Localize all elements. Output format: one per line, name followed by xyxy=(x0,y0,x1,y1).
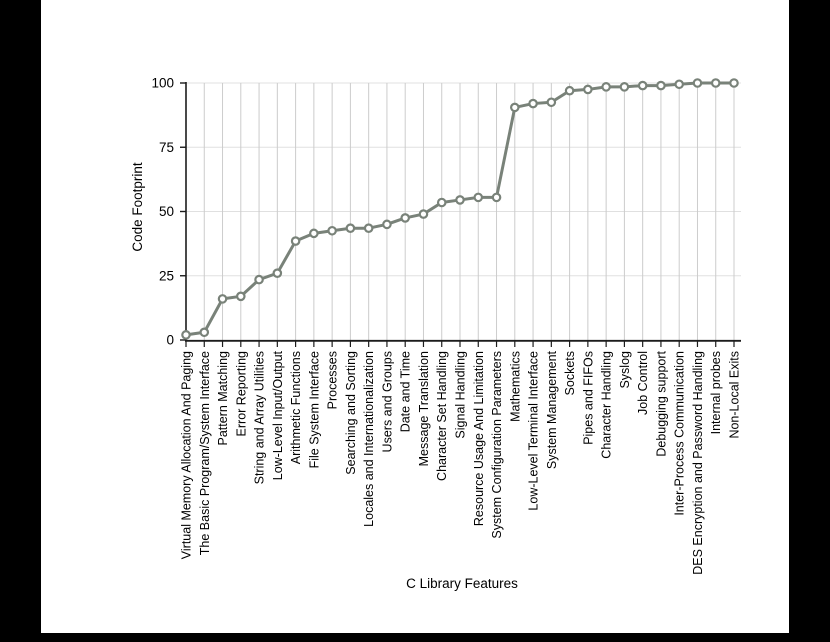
data-point-marker xyxy=(656,80,666,91)
data-point-marker xyxy=(181,330,191,340)
data-point-marker xyxy=(254,274,264,285)
data-point-marker xyxy=(345,223,356,234)
x-category-label: System Management xyxy=(545,350,559,469)
data-point-marker xyxy=(564,85,575,96)
x-category-label: Message Translation xyxy=(417,351,431,466)
data-point-marker xyxy=(418,209,429,219)
x-category-label: Pattern Matching xyxy=(216,351,230,446)
x-category-label: Locales and Internationalization xyxy=(362,351,376,527)
x-category-label: Sockets xyxy=(563,351,577,395)
data-point-marker xyxy=(546,97,557,108)
y-tick-label: 100 xyxy=(151,76,174,91)
data-point-marker xyxy=(473,192,484,203)
data-point-marker xyxy=(217,294,228,304)
data-point-marker xyxy=(674,79,685,90)
x-category-label: Resource Usage And Limitation xyxy=(472,351,486,526)
x-category-label: Error Reporting xyxy=(234,351,248,436)
y-axis-title: Code Footprint xyxy=(130,162,145,252)
data-point-marker xyxy=(436,197,447,208)
data-point-marker xyxy=(619,82,630,92)
y-tick-label: 50 xyxy=(159,204,174,219)
data-point-marker xyxy=(327,225,337,236)
data-point-marker xyxy=(236,291,246,302)
data-point-marker xyxy=(309,228,319,239)
data-point-marker xyxy=(729,78,739,88)
data-point-marker xyxy=(363,223,374,234)
x-category-label: Low-Level Input/Output xyxy=(271,350,285,480)
x-category-label: String and Array Utilities xyxy=(253,351,267,484)
y-tick-label: 75 xyxy=(159,140,174,155)
data-point-marker xyxy=(400,213,411,223)
x-category-label: Date and Time xyxy=(399,351,413,432)
data-point-marker xyxy=(583,84,593,95)
x-category-label: System Configuration Parameters xyxy=(490,351,504,539)
x-category-label: Arithmetic Functions xyxy=(289,351,303,464)
x-category-label: Low-Level Terminal Interface xyxy=(527,351,541,511)
x-category-label: Processes xyxy=(326,351,340,409)
chart-canvas: 0 25 50 75 100 Virtual Memory Allocation And … xyxy=(41,0,789,633)
x-category-label: Mathematics xyxy=(508,351,522,422)
x-category-label: Job Control xyxy=(636,351,650,415)
x-category-label: File System Interface xyxy=(307,351,321,468)
x-category-label: Virtual Memory Allocation And Paging xyxy=(180,351,194,559)
x-category-label: Character Set Handling xyxy=(435,351,449,481)
x-category-label: Searching and Sorting xyxy=(344,351,358,475)
x-category-label: Pipes and FIFOs xyxy=(581,351,595,445)
data-point-marker xyxy=(692,78,703,88)
x-category-label: Signal Handling xyxy=(454,351,468,439)
x-axis-title: C Library Features xyxy=(406,576,518,591)
data-point-marker xyxy=(528,98,538,109)
data-point-marker xyxy=(637,80,648,91)
data-point-marker xyxy=(290,236,301,246)
x-category-label: Inter-Process Communication xyxy=(673,351,687,516)
data-point-marker xyxy=(199,327,210,338)
data-point-marker xyxy=(491,192,502,203)
data-point-marker xyxy=(509,102,520,113)
data-point-marker xyxy=(710,78,721,88)
line-chart: 0 25 50 75 100 Virtual Memory Allocation And … xyxy=(151,76,742,575)
data-point-marker xyxy=(272,268,283,278)
x-category-label: Debugging support xyxy=(654,350,668,456)
data-point-marker xyxy=(382,219,392,230)
x-category-label: Character Handling xyxy=(600,351,614,459)
data-point-marker xyxy=(455,195,465,205)
data-point-marker xyxy=(601,82,611,92)
x-category-label: Syslog xyxy=(618,351,632,389)
x-category-label: Internal probes xyxy=(709,351,723,434)
y-tick-label: 0 xyxy=(166,333,174,348)
x-category-label: Users and Groups xyxy=(380,351,394,452)
x-category-label: The Basic Program/System Interface xyxy=(198,351,212,555)
x-category-label: Non-Local Exits xyxy=(728,351,742,439)
y-tick-label: 25 xyxy=(159,268,174,283)
x-category-label: DES Encryption and Password Handling xyxy=(691,351,705,575)
